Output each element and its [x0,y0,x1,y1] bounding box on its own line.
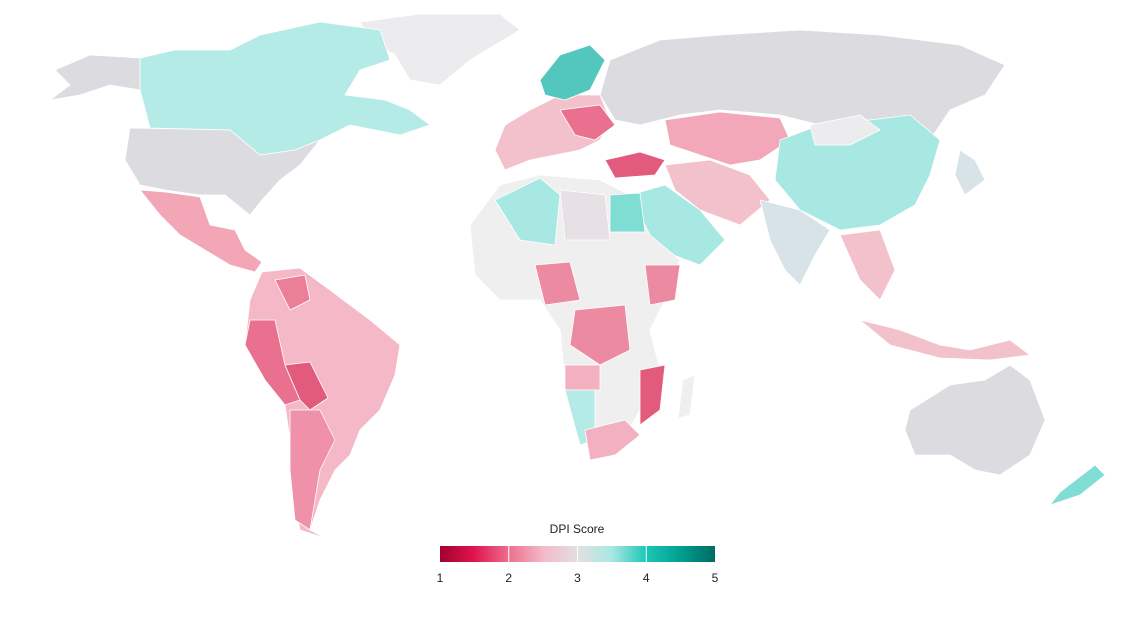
land-region [244,319,301,406]
legend-tick-label: 3 [574,571,581,585]
land-region [904,364,1046,476]
land-region [559,189,611,241]
land-region [639,364,666,426]
land-region [677,374,696,419]
land-region [809,114,881,146]
legend-tick-label: 2 [505,571,512,585]
legend-tick-label: 5 [712,571,719,585]
world-map [49,13,1106,539]
land-region [584,419,641,461]
land-region [494,177,561,246]
land-region [759,199,831,286]
land-region [564,364,601,391]
land-region [539,44,606,101]
legend-title: DPI Score [550,522,605,536]
land-region [599,29,1006,141]
land-region [139,189,263,273]
land-region [559,104,616,141]
land-region [609,192,646,233]
land-region [664,111,791,166]
land-region [274,274,311,311]
land-region [644,264,681,306]
legend-tick-label: 4 [643,571,650,585]
land-region [569,304,631,366]
land-region [124,127,321,216]
legend-tick-label: 1 [437,571,444,585]
land-region [284,361,329,411]
land-region [664,159,771,226]
land-region [859,319,1031,361]
land-region [954,149,986,196]
land-region [1049,464,1106,506]
color-legend: DPI Score 1 2 3 4 5 [437,522,719,585]
land-region [289,409,336,531]
land-region [534,261,581,306]
land-region [839,229,896,301]
land-region [49,54,141,101]
land-region [604,151,666,179]
land-region [244,267,401,539]
